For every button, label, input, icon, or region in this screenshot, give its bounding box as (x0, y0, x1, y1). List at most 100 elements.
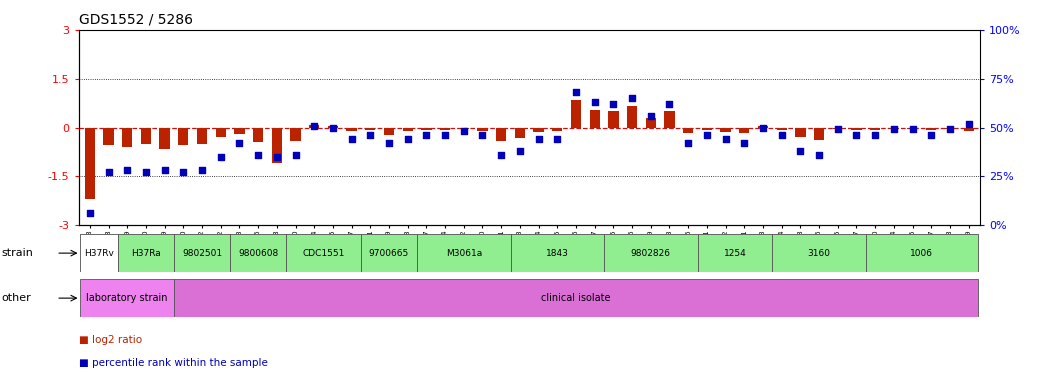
Point (699, 132, 716, 138)
Bar (117, 234, 136, 272)
Bar (492, 234, 510, 272)
Bar (174, 234, 193, 272)
Point (175, 170, 192, 176)
Text: 9700665: 9700665 (369, 249, 409, 258)
Bar (417, 234, 510, 272)
Point (792, 148, 809, 154)
Text: 9802501: 9802501 (182, 249, 222, 258)
Bar (253, 128, 263, 142)
Bar (810, 234, 828, 272)
Bar (347, 128, 356, 131)
Bar (178, 128, 189, 146)
Bar (608, 111, 618, 128)
Point (456, 128, 473, 134)
Bar (271, 128, 282, 163)
Point (231, 140, 247, 146)
Bar (216, 128, 226, 137)
Point (287, 152, 304, 158)
Bar (567, 234, 586, 272)
Bar (140, 128, 151, 144)
Bar (739, 128, 749, 134)
Bar (436, 234, 455, 272)
Text: ■ percentile rank within the sample: ■ percentile rank within the sample (79, 357, 267, 368)
Bar (510, 234, 604, 272)
Bar (903, 234, 922, 272)
Bar (758, 126, 768, 128)
Text: strain: strain (1, 248, 32, 258)
Bar (212, 234, 231, 272)
Bar (417, 234, 436, 272)
Text: H37Ra: H37Ra (131, 249, 160, 258)
Bar (604, 234, 698, 272)
Bar (698, 234, 772, 272)
Bar (197, 128, 208, 144)
Bar (922, 234, 941, 272)
Text: 1006: 1006 (911, 249, 934, 258)
Bar (885, 234, 903, 272)
Point (418, 132, 435, 138)
Text: laboratory strain: laboratory strain (87, 293, 168, 303)
Bar (174, 234, 231, 272)
Bar (286, 234, 305, 272)
Bar (231, 234, 248, 272)
Bar (510, 234, 529, 272)
Point (118, 167, 135, 173)
Bar (754, 234, 772, 272)
Text: 3160: 3160 (808, 249, 831, 258)
Bar (664, 111, 675, 128)
Bar (926, 128, 937, 130)
Bar (889, 128, 899, 129)
Bar (945, 128, 955, 129)
Bar (870, 128, 880, 130)
Bar (100, 234, 117, 272)
Bar (81, 234, 100, 272)
Point (325, 124, 342, 130)
Point (773, 132, 790, 138)
Text: ■ log2 ratio: ■ log2 ratio (79, 335, 141, 345)
Bar (702, 128, 712, 130)
Point (867, 132, 883, 138)
Bar (866, 234, 885, 272)
Text: GDS1552 / 5286: GDS1552 / 5286 (79, 12, 193, 26)
Point (511, 148, 528, 154)
Bar (959, 234, 978, 272)
Bar (683, 128, 694, 134)
Bar (847, 234, 866, 272)
Bar (477, 128, 487, 131)
Bar (515, 128, 525, 138)
Point (306, 123, 323, 129)
Bar (720, 128, 730, 132)
Bar (122, 128, 132, 147)
Bar (941, 234, 959, 272)
Point (605, 101, 621, 107)
Bar (117, 234, 174, 272)
Point (530, 136, 547, 142)
Bar (343, 234, 361, 272)
Point (941, 126, 958, 132)
Point (156, 167, 173, 173)
Bar (496, 128, 506, 141)
Bar (235, 128, 244, 134)
Text: M3061a: M3061a (445, 249, 482, 258)
Text: H37Rv: H37Rv (84, 249, 114, 258)
Point (343, 136, 359, 142)
Bar (646, 118, 656, 128)
Point (474, 132, 490, 138)
Point (213, 154, 230, 160)
Bar (174, 279, 978, 317)
Bar (586, 234, 604, 272)
Point (380, 140, 397, 146)
Bar (777, 128, 787, 130)
Bar (473, 234, 492, 272)
Bar (627, 106, 637, 128)
Bar (85, 128, 95, 199)
Point (362, 132, 378, 138)
Point (82, 210, 99, 216)
Bar (402, 128, 413, 131)
Bar (455, 234, 473, 272)
Point (137, 170, 154, 176)
Bar (590, 110, 599, 128)
Bar (641, 234, 660, 272)
Bar (623, 234, 641, 272)
Point (717, 136, 734, 142)
